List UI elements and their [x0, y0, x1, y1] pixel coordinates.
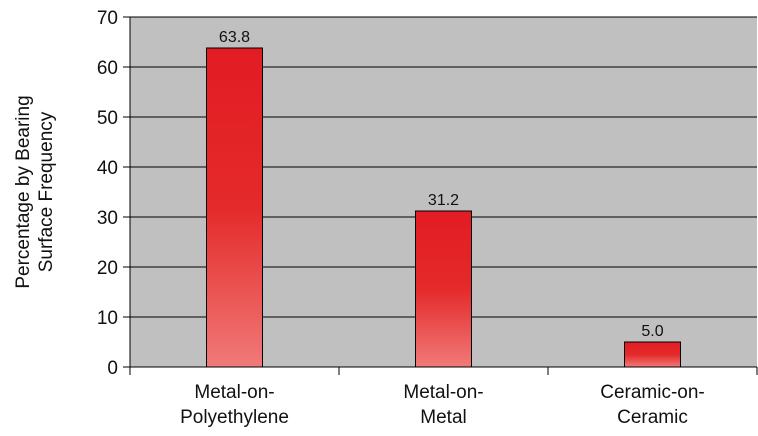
data-labels: 63.8 31.2 5.0	[219, 29, 664, 340]
axes	[123, 16, 758, 375]
y-axis-title-line: Surface Frequency	[36, 111, 57, 272]
y-tick-label: 70	[97, 8, 118, 29]
x-category-label: Metal	[420, 407, 466, 428]
x-category-label: Polyethylene	[180, 407, 289, 428]
data-label-0: 63.8	[219, 29, 250, 46]
y-tick-label: 20	[97, 258, 118, 279]
x-category-label: Ceramic	[617, 407, 688, 428]
y-tick-label: 30	[97, 208, 118, 229]
bar-2	[624, 341, 681, 368]
y-tick-label: 60	[97, 58, 118, 79]
data-label-2: 5.0	[641, 323, 663, 340]
y-tick-label: 0	[107, 358, 118, 379]
y-tick-label: 10	[97, 308, 118, 329]
y-tick-label: 50	[97, 108, 118, 129]
y-axis-title: Percentage by Bearing Surface Frequency	[13, 95, 57, 288]
y-axis-title-line: Percentage by Bearing	[13, 95, 34, 288]
x-category-label: Metal-on-	[403, 382, 483, 403]
data-label-1: 31.2	[428, 192, 459, 209]
y-tick-label: 40	[97, 158, 118, 179]
bar-1	[415, 210, 472, 368]
bar-0	[206, 47, 263, 368]
x-category-label: Metal-on-	[194, 382, 274, 403]
x-category-label: Ceramic-on-	[600, 382, 705, 403]
y-tick-labels: 0 10 20 30 40 50 60 70	[97, 8, 118, 379]
x-category-labels: Metal-on- Polyethylene Metal-on- Metal Ceram…	[180, 382, 705, 428]
